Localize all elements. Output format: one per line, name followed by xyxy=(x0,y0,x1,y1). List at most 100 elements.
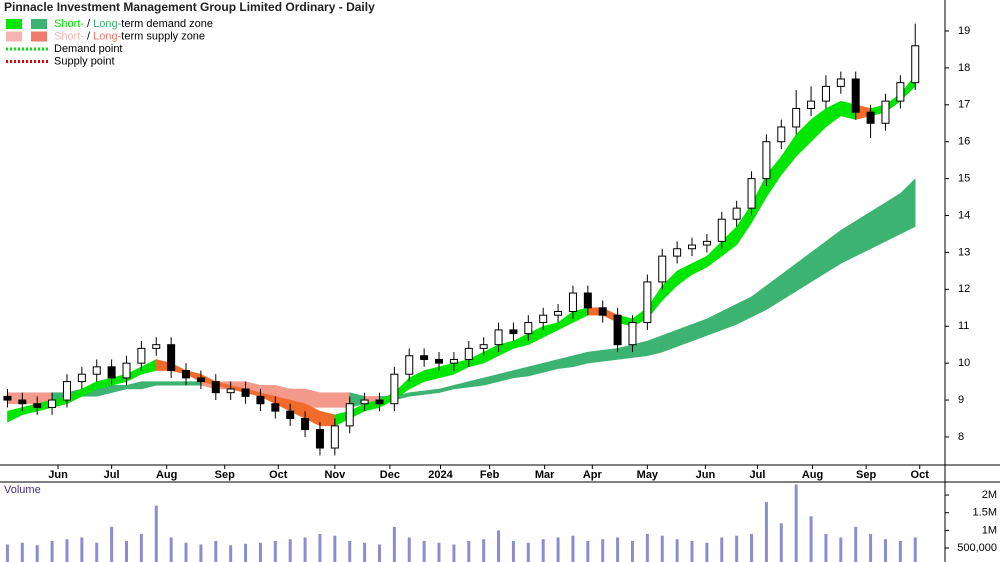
volume-bar xyxy=(35,545,39,562)
y-tick-label: 14 xyxy=(958,209,970,221)
candle-body xyxy=(271,403,280,412)
candle-body xyxy=(211,381,220,394)
x-tick-label: Jul xyxy=(104,469,120,481)
volume-bar xyxy=(422,540,426,562)
candle-body xyxy=(643,281,652,324)
volume-bar xyxy=(154,505,158,562)
legend-swatch xyxy=(31,19,47,29)
volume-bar xyxy=(660,535,664,562)
volume-bar xyxy=(541,539,545,562)
candle-body xyxy=(226,388,235,394)
candle-body xyxy=(881,100,890,124)
candle-body xyxy=(702,240,711,246)
candle-body xyxy=(137,347,146,364)
candle-body xyxy=(360,399,369,405)
candle-body xyxy=(315,429,324,449)
volume-bar xyxy=(139,533,143,562)
volume-bar xyxy=(839,537,843,562)
volume-bar xyxy=(124,540,128,562)
y-tick-label: 11 xyxy=(958,320,969,332)
volume-bar xyxy=(288,539,292,562)
volume-bar xyxy=(675,539,679,562)
volume-bar xyxy=(184,542,188,562)
candle-body xyxy=(866,111,875,124)
legend-text: Long- xyxy=(93,30,121,42)
volume-bar xyxy=(110,526,114,562)
legend-text: term supply zone xyxy=(121,30,205,42)
volume-bar xyxy=(407,537,411,562)
x-tick-label: Aug xyxy=(802,469,823,481)
volume-bar xyxy=(258,542,262,562)
x-tick-label: 2024 xyxy=(428,469,453,481)
volume-bar xyxy=(392,526,396,562)
candle-body xyxy=(911,45,920,84)
candle-body xyxy=(92,366,101,375)
volume-bar xyxy=(452,544,456,562)
x-tick-label: Nov xyxy=(324,469,346,481)
candle-body xyxy=(464,347,473,360)
legend-label: Demand point xyxy=(54,43,123,55)
volume-bar xyxy=(333,535,337,562)
volume-bar xyxy=(80,537,84,562)
candle-body xyxy=(747,178,756,209)
volume-bar xyxy=(348,540,352,562)
candle-body xyxy=(405,355,414,375)
x-tick-label: May xyxy=(637,469,659,481)
zones xyxy=(7,74,916,427)
candle-body xyxy=(18,399,27,405)
candle-body xyxy=(107,366,116,379)
volume-bar xyxy=(20,542,24,562)
candle-body xyxy=(33,403,42,408)
volume-bar xyxy=(318,533,322,562)
candle-body xyxy=(732,207,741,220)
candle-body xyxy=(762,141,771,180)
volume-bar xyxy=(720,537,724,562)
candle-body xyxy=(196,377,205,383)
candle-body xyxy=(420,355,429,360)
x-tick-label: Jun xyxy=(696,469,716,481)
x-tick-label: Dec xyxy=(380,469,400,481)
legend-swatch xyxy=(6,31,22,42)
candle-body xyxy=(896,82,905,102)
candle-body xyxy=(435,358,444,364)
y-tick-label: 17 xyxy=(958,99,970,111)
legend-swatch xyxy=(31,31,47,42)
candle-body xyxy=(3,395,12,401)
volume-bar xyxy=(50,540,54,562)
x-tick-label: Oct xyxy=(269,469,288,481)
y-tick-label: 8 xyxy=(958,431,964,443)
candle-body xyxy=(375,399,384,405)
volume-tick-label: 1M xyxy=(982,524,997,536)
x-tick-label: Sep xyxy=(215,469,235,481)
legend-label: Supply point xyxy=(54,55,115,67)
volume-tick-label: 1.5M xyxy=(973,507,997,519)
candles xyxy=(3,23,920,456)
candle-body xyxy=(286,410,295,420)
legend-label: Short- / Long-term supply zone xyxy=(54,30,205,42)
volume-tick-label: 2M xyxy=(982,489,997,501)
y-tick-label: 18 xyxy=(958,62,970,74)
volume-bar xyxy=(363,542,367,562)
volume-bar xyxy=(735,535,739,562)
candle-body xyxy=(539,314,548,324)
candle-body xyxy=(345,403,354,427)
volume-bar xyxy=(377,544,381,562)
legend-text: term demand zone xyxy=(121,18,213,30)
candle-body xyxy=(598,307,607,316)
volume-bar xyxy=(645,533,649,562)
volume-bar xyxy=(750,533,754,562)
candle-body xyxy=(628,322,637,346)
x-tick-label: Jul xyxy=(750,469,766,481)
volume-bar xyxy=(65,539,69,562)
candle-body xyxy=(807,100,816,110)
volume-bar xyxy=(794,484,798,562)
candle-body xyxy=(256,395,265,405)
volume-bar xyxy=(883,539,887,562)
volume-bar xyxy=(779,523,783,562)
volume-bar xyxy=(705,542,709,562)
long-zone-segment xyxy=(156,381,172,386)
y-tick-label: 13 xyxy=(958,246,970,258)
